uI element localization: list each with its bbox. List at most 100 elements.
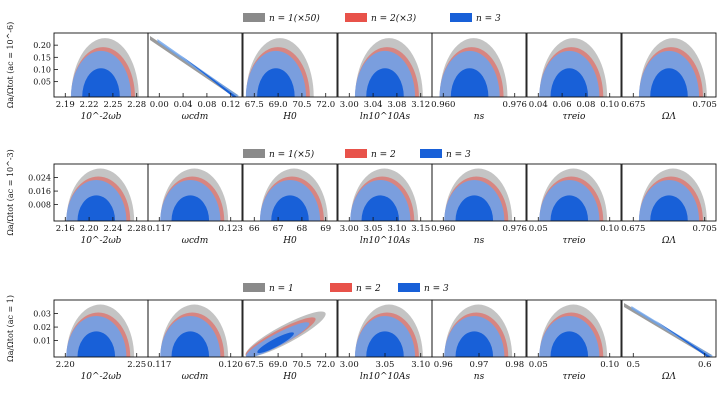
contour-blue-inner — [550, 68, 589, 97]
legend-swatch-blue — [450, 13, 472, 22]
contour-blue-inner — [82, 68, 120, 97]
x-axis-label: τreio — [563, 236, 586, 246]
panel-3-2: 0.117 0.120 ωcdm — [147, 299, 243, 382]
x-tick-label: 3.05 — [364, 224, 383, 234]
panel-1-6: 0.04 0.06 0.08 0.10 τreio — [526, 32, 622, 122]
x-tick-label: 0.976 — [503, 224, 527, 234]
x-tick-label: 3.10 — [411, 360, 430, 370]
legend-label-red: n = 2 — [356, 284, 381, 294]
panel-frame — [147, 299, 243, 358]
x-tick-label: 0.10 — [600, 360, 619, 370]
x-tick-label: 0.705 — [693, 224, 717, 234]
panel-frame — [242, 32, 338, 98]
x-tick-label: 0.00 — [150, 100, 169, 110]
contour-blue-inner — [650, 68, 688, 97]
x-tick-label: 69.0 — [269, 360, 288, 370]
x-tick-label: 0.96 — [434, 360, 453, 370]
legend-swatch-blue — [420, 149, 442, 158]
contour-blue-inner — [455, 331, 494, 357]
x-tick-label: 0.08 — [197, 100, 216, 110]
contour-blue-inner — [257, 332, 294, 354]
x-axis-label: H0 — [282, 372, 297, 382]
y-axis-label: Ωa/Ωtot (ac = 1) — [6, 295, 15, 362]
x-tick-label: 72.0 — [316, 100, 335, 110]
contour-blue-inner — [171, 195, 210, 221]
chart-row-3: n = 1 n = 2 n = 3 Ωa/Ωtot (ac = 1) 0.03 0.02 0… — [6, 283, 717, 382]
panel-1-5: 0.960 0.976 ns — [431, 32, 527, 122]
legend-label-grey: n = 1(×50) — [269, 13, 320, 24]
x-tick-label: 0.6 — [698, 360, 712, 370]
y-tick-label: 0.02 — [33, 323, 51, 332]
chart-row-1: n = 1(×50) n = 2(×3) n = 3 Ωa/Ωtot (ac = 10… — [6, 13, 717, 122]
x-tick-label: 0.98 — [505, 360, 524, 370]
x-tick-label: 0.12 — [221, 100, 240, 110]
contour-blue-inner — [77, 331, 116, 357]
x-tick-label: 70.5 — [292, 360, 311, 370]
x-tick-label: 3.00 — [340, 100, 359, 110]
y-tick-label: 0.01 — [33, 337, 51, 346]
x-tick-label: 2.25 — [103, 100, 122, 110]
x-tick-label: 3.08 — [387, 100, 406, 110]
panel-frame — [526, 299, 622, 358]
panel-frame — [526, 32, 622, 98]
legend-swatch-blue — [398, 283, 420, 292]
y-tick-label: 0.024 — [28, 174, 51, 183]
x-axis-label: ΩΛ — [661, 112, 676, 122]
x-tick-label: 0.05 — [529, 360, 548, 370]
x-tick-label: 0.675 — [621, 224, 645, 234]
panel-2-5: 0.960 0.976 ns — [431, 163, 527, 246]
x-tick-label: 2.20 — [80, 224, 99, 234]
y-tick-label: 0.016 — [28, 187, 51, 196]
x-tick-label: 0.976 — [503, 100, 527, 110]
x-axis-label: 10^-2ωb — [81, 236, 122, 246]
chart-row-2: n = 1(×5) n = 2 n = 3 Ωa/Ωtot (ac = 10^-3) 0… — [6, 149, 717, 246]
panel-3-1: 2.20 2.25 10^-2ωb — [53, 299, 149, 382]
x-axis-label: ln10^10As — [360, 372, 411, 382]
x-tick-label: 0.960 — [431, 100, 455, 110]
panel-frame — [242, 163, 338, 222]
panel-frame — [526, 163, 622, 222]
legend-label-grey: n = 1(×5) — [269, 149, 315, 160]
legend-label-red: n = 2(×3) — [371, 13, 417, 24]
x-tick-label: 2.28 — [127, 100, 146, 110]
panel-2-6: 0.05 0.10 τreio — [526, 163, 622, 246]
x-axis-label: ns — [474, 112, 485, 122]
contour-blue-inner — [366, 331, 404, 357]
panel-frame — [147, 32, 243, 98]
x-tick-label: 2.22 — [80, 100, 99, 110]
x-tick-label: 69.0 — [269, 100, 288, 110]
x-tick-label: 0.10 — [600, 100, 619, 110]
panel-1-7: 0.675 0.705 ΩΛ — [621, 32, 717, 122]
panel-3-6: 0.05 0.10 τreio — [526, 299, 622, 382]
x-tick-label: 3.00 — [340, 224, 359, 234]
contour-blue-inner — [77, 195, 116, 221]
panel-frame — [621, 299, 717, 358]
x-axis-label: ΩΛ — [661, 372, 676, 382]
x-tick-label: 2.24 — [103, 224, 122, 234]
x-axis-label: 10^-2ωb — [81, 372, 122, 382]
x-tick-label: 0.04 — [529, 100, 548, 110]
x-tick-label: 3.10 — [387, 224, 406, 234]
legend-label-blue: n = 3 — [446, 150, 471, 160]
x-tick-label: 0.06 — [553, 100, 572, 110]
x-tick-label: 0.97 — [470, 360, 489, 370]
legend-swatch-grey — [243, 13, 265, 22]
x-tick-label: 0.960 — [431, 224, 455, 234]
panel-frame — [431, 32, 527, 98]
contour-blue-inner — [366, 68, 404, 97]
panel-1-2: 0.00 0.04 0.08 0.12 ωcdm — [147, 32, 243, 122]
x-tick-label: 67 — [273, 224, 284, 234]
x-tick-label: 2.16 — [56, 224, 75, 234]
x-tick-label: 70.5 — [292, 100, 311, 110]
panel-frame — [242, 299, 338, 358]
x-tick-label: 0.10 — [600, 224, 619, 234]
panel-frame — [621, 32, 717, 98]
legend-label-grey: n = 1 — [269, 284, 294, 294]
contour-blue-inner — [180, 55, 237, 97]
panel-2-3: 66 67 68 69 H0 — [242, 163, 338, 246]
x-axis-label: ωcdm — [182, 236, 209, 246]
legend-swatch-red — [330, 283, 352, 292]
panel-frame — [431, 163, 527, 222]
x-tick-label: 0.705 — [693, 100, 717, 110]
